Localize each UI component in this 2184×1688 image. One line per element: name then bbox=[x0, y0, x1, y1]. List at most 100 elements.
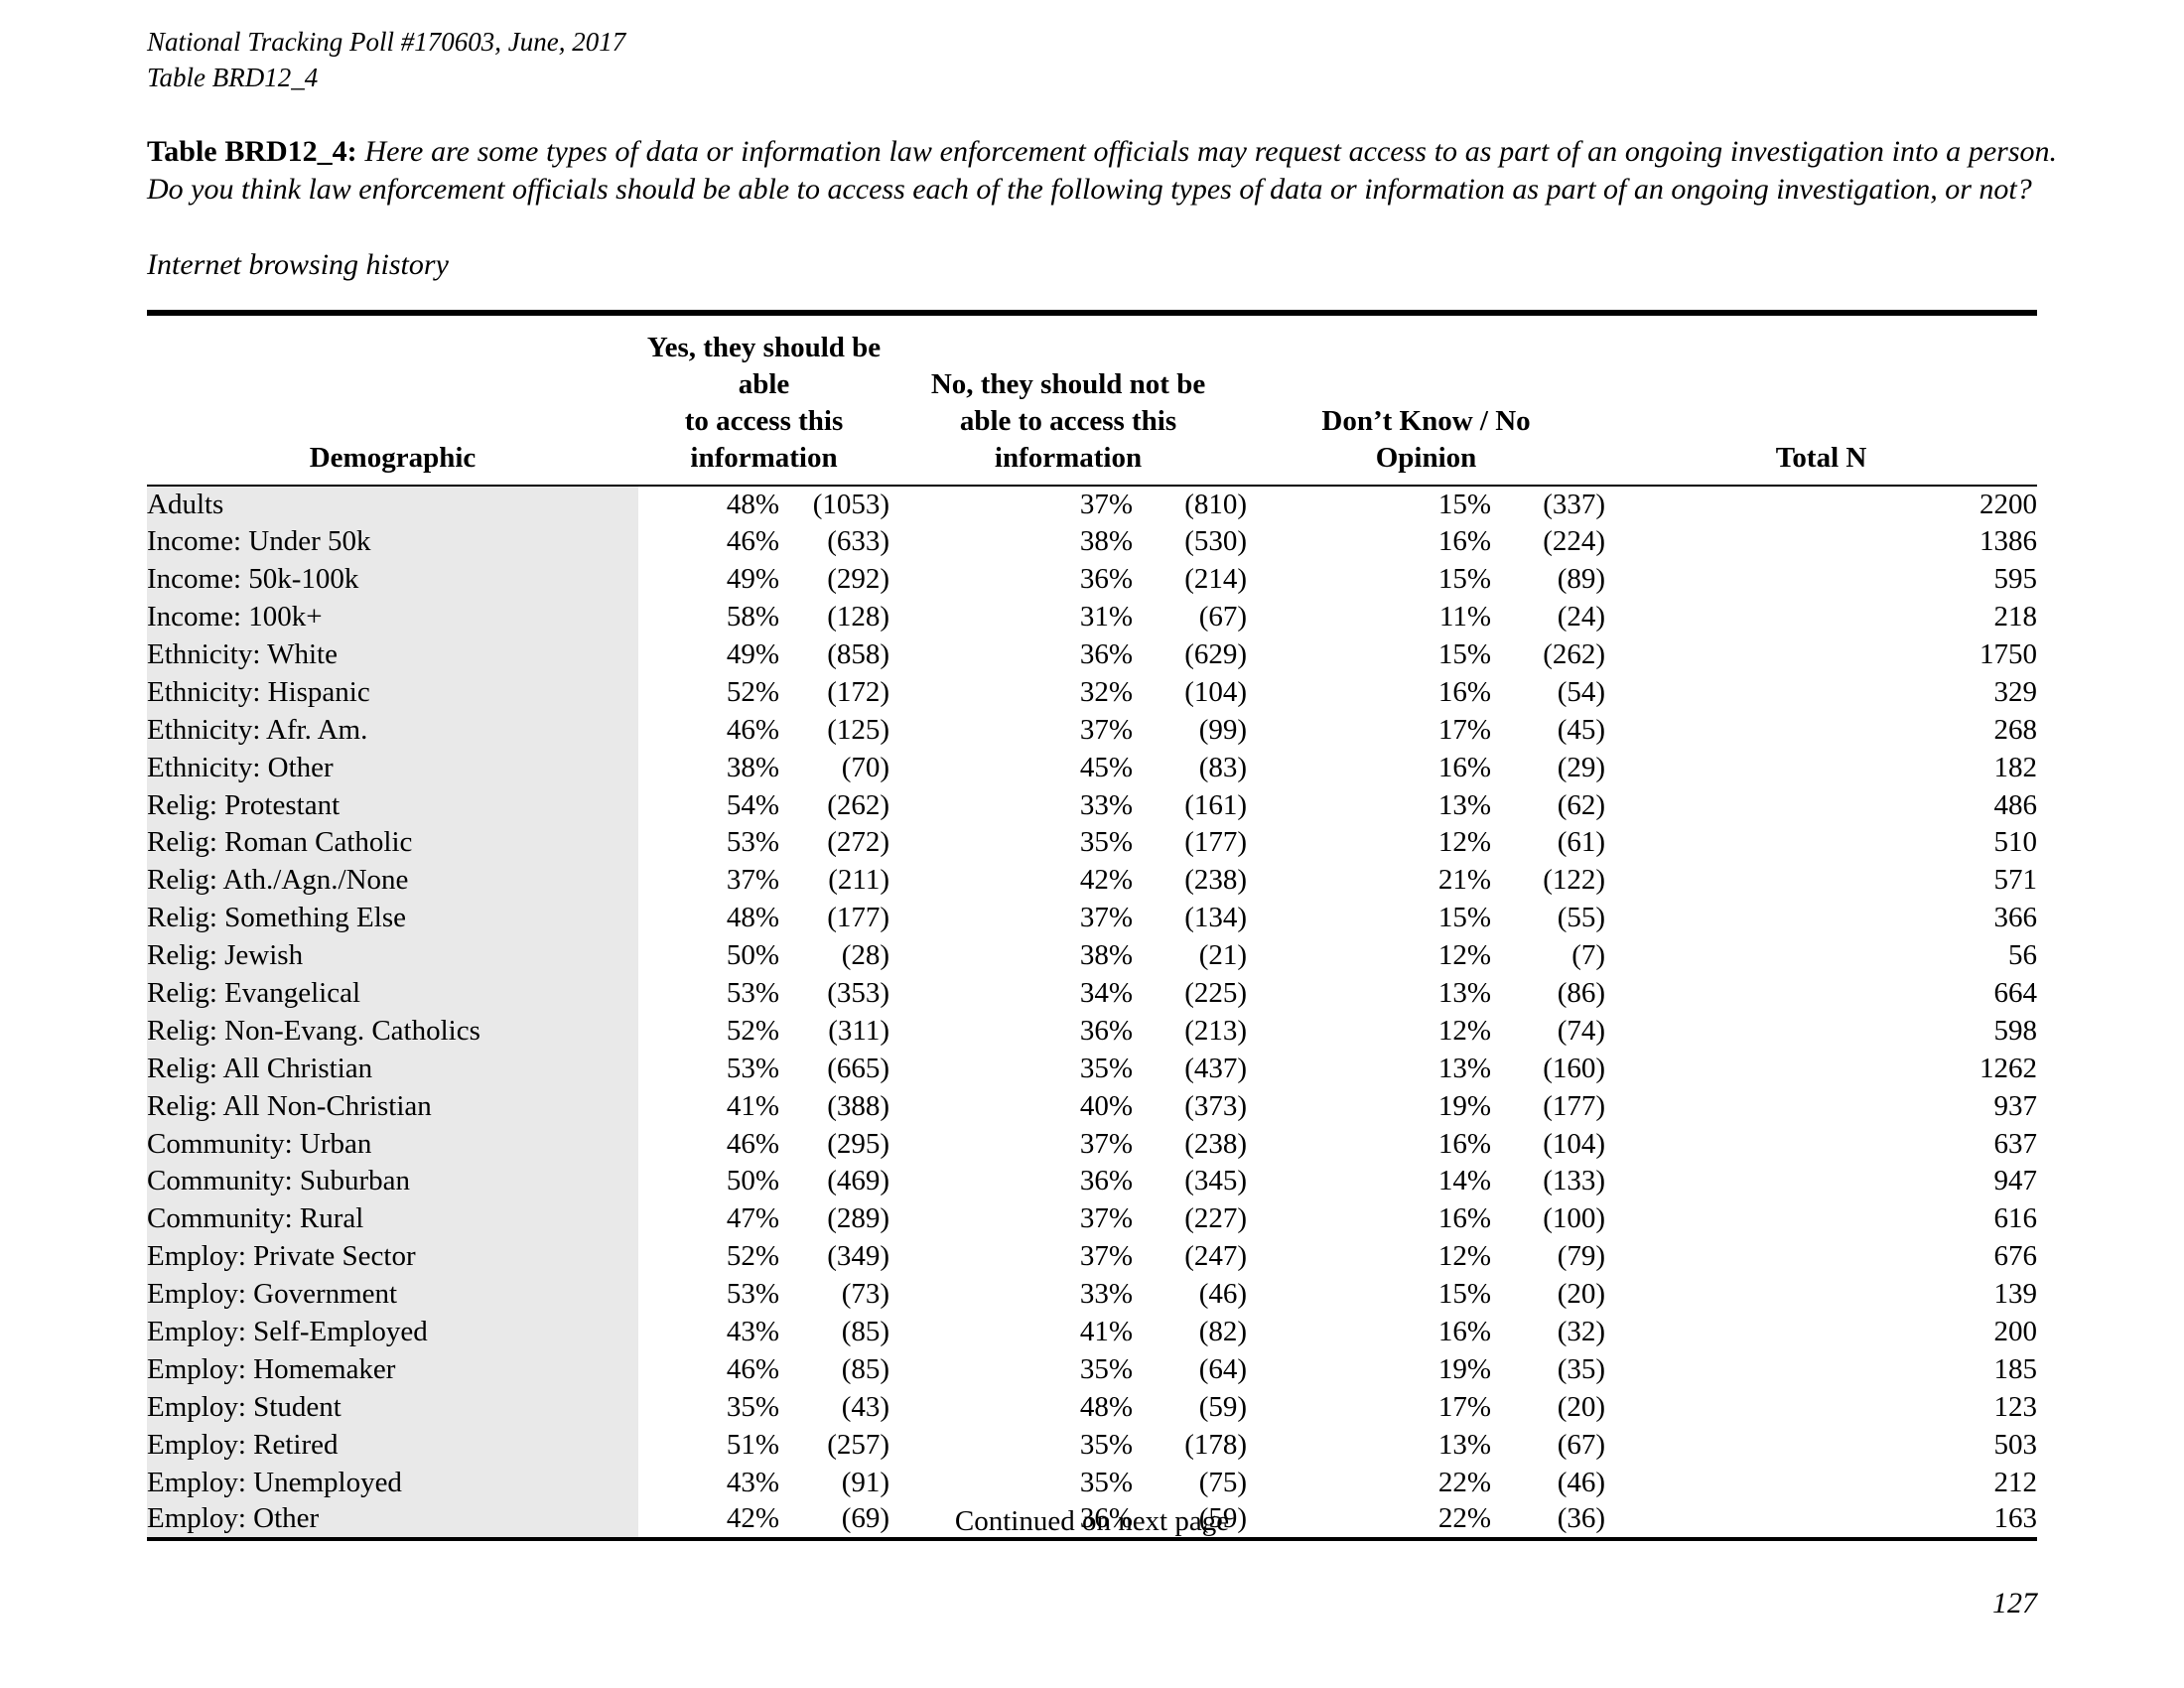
poll-title-line: National Tracking Poll #170603, June, 20… bbox=[147, 27, 626, 57]
table-row: Employ: Retired 51% (257) 35% (178) 13% … bbox=[147, 1426, 2038, 1465]
dk-count-cell: (122) bbox=[1543, 864, 1606, 897]
total-n-cell: 510 bbox=[1993, 826, 2038, 859]
no-count-cell: (59) bbox=[1198, 1502, 1248, 1535]
yes-percent-cell: 42% bbox=[726, 1502, 779, 1535]
page-number: 127 bbox=[1992, 1587, 2037, 1619]
no-percent-cell: 34% bbox=[1079, 977, 1134, 1010]
table-row: Ethnicity: Afr. Am. 46% (125) 37% (99) 1… bbox=[147, 711, 2037, 750]
total-n-cell: 182 bbox=[1993, 751, 2038, 783]
total-n-cell: 503 bbox=[1993, 1428, 2038, 1461]
no-count-cell: (810) bbox=[1184, 488, 1248, 520]
total-n-cell: 366 bbox=[1993, 902, 2038, 934]
yes-percent-cell: 43% bbox=[726, 1466, 779, 1498]
no-count-cell: (225) bbox=[1184, 977, 1248, 1010]
table-body: Adults 48% (1053) 37% (810) 15% (337) 22… bbox=[147, 486, 2038, 1539]
yes-percent-cell: 53% bbox=[726, 977, 779, 1010]
yes-percent-cell: 53% bbox=[726, 1052, 779, 1084]
dk-count-cell: (74) bbox=[1557, 1014, 1606, 1047]
yes-percent-cell: 49% bbox=[726, 638, 779, 670]
table-id-line: Table BRD12_4 bbox=[147, 63, 319, 92]
total-n-cell: 163 bbox=[1993, 1502, 2038, 1535]
total-n-cell: 329 bbox=[1993, 675, 2038, 708]
table-row: Relig: Ath./Agn./None 37% (211) 42% (238… bbox=[147, 861, 2037, 900]
dk-count-cell: (61) bbox=[1557, 826, 1606, 859]
yes-count-cell: (295) bbox=[827, 1127, 890, 1160]
dk-percent-cell: 15% bbox=[1437, 563, 1492, 596]
no-percent-cell: 42% bbox=[1079, 864, 1134, 897]
no-percent-cell: 38% bbox=[1079, 525, 1134, 558]
dk-percent-cell: 19% bbox=[1437, 1089, 1492, 1122]
table-row: Employ: Unemployed 43% (91) 35% (75) 22%… bbox=[147, 1464, 2037, 1502]
yes-count-cell: (858) bbox=[827, 638, 890, 670]
no-percent-cell: 45% bbox=[1079, 751, 1134, 783]
yes-percent-cell: 46% bbox=[726, 1352, 779, 1385]
yes-count-cell: (211) bbox=[828, 864, 890, 897]
dk-count-cell: (20) bbox=[1557, 1390, 1606, 1423]
yes-count-cell: (311) bbox=[828, 1014, 890, 1047]
table-row: Employ: Homemaker 46% (85) 35% (64) 19% … bbox=[147, 1350, 2037, 1389]
dk-count-cell: (35) bbox=[1557, 1352, 1606, 1385]
no-count-cell: (437) bbox=[1184, 1052, 1248, 1084]
no-count-cell: (345) bbox=[1184, 1165, 1248, 1197]
no-percent-cell: 31% bbox=[1079, 601, 1134, 633]
dk-count-cell: (46) bbox=[1557, 1466, 1606, 1498]
table-caption: Table BRD12_4: Here are some types of da… bbox=[147, 133, 2057, 209]
table-row: Community: Rural 47% (289) 37% (227) 16%… bbox=[147, 1199, 2038, 1238]
no-count-cell: (82) bbox=[1198, 1316, 1248, 1348]
no-count-cell: (530) bbox=[1184, 525, 1248, 558]
dk-percent-cell: 16% bbox=[1437, 1316, 1492, 1348]
table-row: Community: Suburban 50% (469) 36% (345) … bbox=[147, 1163, 2037, 1200]
demographic-label: Relig: Non-Evang. Catholics bbox=[147, 1012, 638, 1051]
table-row: Ethnicity: White 49% (858) 36% (629) 15%… bbox=[147, 635, 2037, 674]
table-top-rule bbox=[147, 310, 2037, 316]
no-count-cell: (64) bbox=[1198, 1352, 1248, 1385]
dk-count-cell: (177) bbox=[1543, 1089, 1606, 1122]
no-percent-cell: 35% bbox=[1079, 1052, 1134, 1084]
no-count-cell: (238) bbox=[1184, 1127, 1248, 1160]
dk-percent-cell: 13% bbox=[1437, 788, 1492, 821]
total-n-cell: 2200 bbox=[1979, 488, 2038, 520]
dk-percent-cell: 13% bbox=[1437, 977, 1492, 1010]
dk-count-cell: (160) bbox=[1543, 1052, 1606, 1084]
dk-count-cell: (29) bbox=[1557, 751, 1606, 783]
table-row: Relig: Something Else 48% (177) 37% (134… bbox=[147, 899, 2038, 937]
yes-percent-cell: 46% bbox=[726, 713, 779, 746]
no-count-cell: (373) bbox=[1184, 1089, 1248, 1122]
yes-percent-cell: 50% bbox=[726, 1165, 779, 1197]
table-row: Employ: Self-Employed 43% (85) 41% (82) … bbox=[147, 1313, 2037, 1351]
dk-count-cell: (79) bbox=[1557, 1240, 1606, 1273]
dk-percent-cell: 21% bbox=[1437, 864, 1492, 897]
no-percent-cell: 48% bbox=[1079, 1390, 1134, 1423]
yes-percent-cell: 53% bbox=[726, 826, 779, 859]
demographic-label: Employ: Unemployed bbox=[147, 1464, 638, 1502]
yes-count-cell: (665) bbox=[827, 1052, 890, 1084]
no-count-cell: (21) bbox=[1198, 939, 1248, 972]
no-percent-cell: 37% bbox=[1079, 1240, 1134, 1273]
no-percent-cell: 36% bbox=[1079, 1502, 1134, 1535]
demographic-label: Relig: All Non-Christian bbox=[147, 1087, 638, 1126]
no-count-cell: (227) bbox=[1184, 1202, 1248, 1235]
no-count-cell: (75) bbox=[1198, 1466, 1248, 1498]
dk-percent-cell: 16% bbox=[1437, 1202, 1492, 1235]
demographic-label: Ethnicity: White bbox=[147, 635, 638, 674]
yes-count-cell: (69) bbox=[841, 1502, 890, 1535]
yes-count-cell: (292) bbox=[827, 563, 890, 596]
col-header-no: No, they should not be able to access th… bbox=[930, 368, 1206, 474]
col-header-demographic: Demographic bbox=[309, 442, 477, 474]
caption-label: Table BRD12_4: bbox=[147, 135, 357, 168]
demographic-label: Employ: Other bbox=[147, 1501, 638, 1539]
demographic-label: Employ: Retired bbox=[147, 1426, 638, 1465]
table-row: Adults 48% (1053) 37% (810) 15% (337) 22… bbox=[147, 486, 2037, 523]
no-percent-cell: 37% bbox=[1079, 902, 1134, 934]
total-n-cell: 616 bbox=[1993, 1202, 2038, 1235]
demographic-label: Ethnicity: Other bbox=[147, 749, 638, 787]
yes-percent-cell: 52% bbox=[726, 675, 779, 708]
dk-percent-cell: 13% bbox=[1437, 1428, 1492, 1461]
demographic-label: Employ: Government bbox=[147, 1275, 638, 1314]
dk-percent-cell: 12% bbox=[1437, 826, 1492, 859]
table-header: Demographic Yes, they should be able to … bbox=[147, 316, 2038, 486]
dk-count-cell: (54) bbox=[1557, 675, 1606, 708]
dk-percent-cell: 12% bbox=[1437, 939, 1492, 972]
dk-count-cell: (7) bbox=[1571, 939, 1606, 972]
yes-percent-cell: 52% bbox=[726, 1014, 779, 1047]
